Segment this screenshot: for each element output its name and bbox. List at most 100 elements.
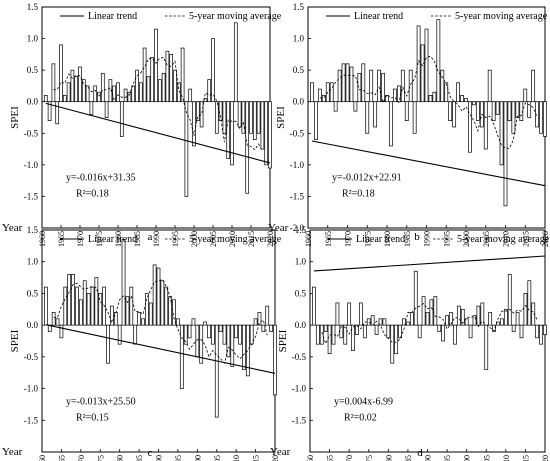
spei-bar <box>472 315 477 326</box>
spei-bar <box>543 324 547 336</box>
moving-average-line <box>53 278 268 365</box>
spei-bar <box>377 69 381 103</box>
spei-bar <box>150 57 155 103</box>
spei-bar <box>257 312 262 326</box>
spei-bar <box>233 22 238 103</box>
spei-bar <box>51 63 56 103</box>
x-tick-label: 1990 <box>424 455 433 461</box>
panel-label: d <box>417 447 423 459</box>
spei-bar <box>535 101 539 128</box>
y-tick-label: 1.5 <box>27 225 39 235</box>
spei-bar <box>164 286 169 326</box>
spei-bar <box>515 101 520 118</box>
spei-bar <box>365 101 370 134</box>
y-axis-title: SPEI <box>277 329 289 352</box>
legend-trend-label: Linear trend <box>88 11 137 22</box>
x-tick-label: 1980 <box>384 455 393 461</box>
spei-bar <box>468 324 473 339</box>
spei-bar <box>184 101 189 197</box>
spei-bar <box>357 72 362 103</box>
spei-bar <box>43 95 48 103</box>
spei-bar <box>245 324 250 377</box>
spei-bar <box>535 324 540 339</box>
spei-bar <box>222 324 227 345</box>
spei-bar <box>131 85 136 103</box>
spei-bar <box>82 280 87 326</box>
spei-bar <box>63 286 68 326</box>
spei-bar <box>97 91 101 103</box>
legend-ma-label: 5-year moving average <box>189 11 282 22</box>
spei-bar <box>133 324 138 345</box>
x-tick-label: 1975 <box>365 455 374 461</box>
spei-bar <box>432 91 437 103</box>
spei-bar <box>335 302 340 326</box>
spei-bar <box>127 91 132 103</box>
x-tick-label: 2005 <box>209 231 218 247</box>
spei-bar <box>137 312 141 326</box>
spei-bar <box>78 66 82 103</box>
spei-bar <box>55 318 60 326</box>
spei-bar <box>373 101 378 128</box>
spei-bar <box>417 324 422 339</box>
spei-bar <box>70 69 75 103</box>
spei-bar <box>86 293 91 326</box>
x-tick-label: 1975 <box>95 231 104 247</box>
spei-bar <box>125 296 130 326</box>
spei-bar <box>154 28 158 103</box>
y-tick-label: 1.0 <box>27 257 39 267</box>
spei-bar <box>511 324 516 332</box>
x-tick-label: 2000 <box>462 231 471 247</box>
spei-bar <box>475 101 480 122</box>
spei-bar <box>106 324 110 364</box>
spei-bar <box>199 324 204 364</box>
legend-trend-label: Linear trend <box>88 234 137 245</box>
linear-trend-line <box>311 140 546 187</box>
spei-bar <box>242 324 246 370</box>
spei-bar <box>406 321 410 326</box>
spei-bar <box>249 101 253 134</box>
spei-bar <box>472 101 476 106</box>
spei-bar <box>94 277 99 326</box>
linear-trend-line <box>45 324 276 374</box>
spei-bar <box>464 98 468 103</box>
spei-bar <box>51 312 56 326</box>
spei-bar <box>226 101 231 159</box>
spei-bar <box>456 82 460 103</box>
spei-bar <box>441 324 446 342</box>
spei-bar <box>329 82 334 103</box>
spei-bar <box>119 101 124 137</box>
y-tick-label: -1.0 <box>24 160 39 170</box>
spei-bar <box>191 318 196 326</box>
spei-bar <box>385 95 389 103</box>
y-tick-label: 0.5 <box>295 288 307 298</box>
y-tick-label: 0.0 <box>295 320 307 330</box>
x-tick-label: 1990 <box>152 231 161 247</box>
spei-bar <box>412 101 417 134</box>
spei-bar <box>78 299 83 326</box>
spei-bar <box>169 54 174 103</box>
spei-bar <box>468 101 472 153</box>
y-tick-label: -0.5 <box>24 128 39 138</box>
y-tick-label: 1.0 <box>295 257 307 267</box>
spei-bar <box>413 270 418 326</box>
spei-bar <box>495 101 500 115</box>
spei-bar <box>55 101 60 125</box>
spei-bar <box>203 321 207 326</box>
r-squared: R²=0.18 <box>342 188 375 199</box>
spei-bar <box>157 79 162 103</box>
trend-equation: y=-0.016x+31.35 <box>66 173 136 184</box>
x-tick-label: 1985 <box>135 455 144 461</box>
spei-bar <box>500 318 504 326</box>
trend-equation: y=-0.012x+22.91 <box>332 173 402 184</box>
spei-bar <box>100 72 105 103</box>
spei-bar <box>511 101 516 134</box>
spei-bar <box>273 324 277 396</box>
chart-panel-c: -1.5 -1.0 -0.5 0.0 0.5 1.0 1.5 SPEI 1960 1965 1970… <box>2 225 282 461</box>
x-tick-label: 1990 <box>155 455 164 461</box>
spei-bar <box>424 28 429 103</box>
x-tick-label: 2010 <box>502 455 511 461</box>
trend-equation: y=-0.013x+25.50 <box>66 396 136 407</box>
spei-bar <box>543 101 547 137</box>
spei-bar <box>409 312 414 326</box>
spei-bar <box>519 324 524 339</box>
